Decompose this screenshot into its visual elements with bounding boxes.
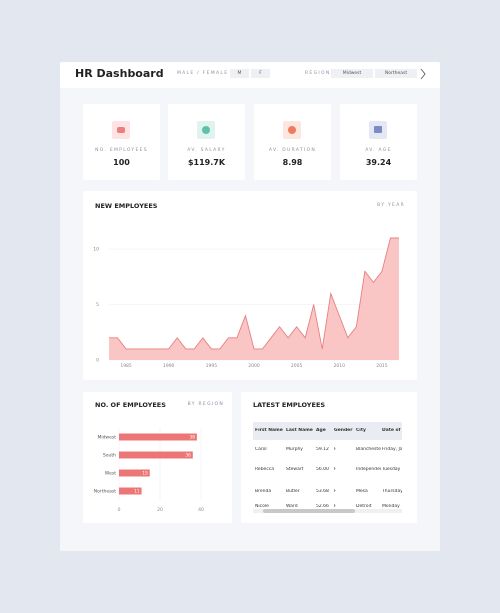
y-tick-label: 5 xyxy=(96,302,99,308)
column-header: Last Name xyxy=(286,428,313,433)
y-tick-label: West xyxy=(105,471,116,477)
title: HR Dashboard xyxy=(75,67,164,80)
table-cell: Friday, Ja xyxy=(382,447,402,452)
gender-button[interactable]: F xyxy=(251,69,270,78)
table-cell: 53.68 xyxy=(316,489,329,494)
x-tick-label: 1985 xyxy=(120,363,132,369)
kpi-label: AV. AGE xyxy=(365,148,392,153)
y-tick-label: 10 xyxy=(93,247,99,253)
next-arrow[interactable] xyxy=(419,68,427,80)
table-title: LATEST EMPLOYEES xyxy=(253,401,326,409)
table-cell: Butler xyxy=(286,489,300,494)
chart-subtitle: BY YEAR xyxy=(377,203,405,208)
table-cell: Monday xyxy=(382,504,400,509)
table-cell: 59.12 xyxy=(316,447,329,452)
kpi-card: NO. EMPLOYEES 100 xyxy=(83,104,160,180)
table-cell: Tuesday xyxy=(382,467,401,472)
column-header: Age xyxy=(316,428,326,433)
kpi-label: NO. EMPLOYEES xyxy=(95,148,148,153)
kpi-value: 39.24 xyxy=(365,158,392,167)
x-tick-label: 40 xyxy=(198,507,204,513)
y-tick-label: Northeast xyxy=(94,489,116,495)
value-label: 15 xyxy=(142,471,148,476)
table-cell: F xyxy=(334,447,337,452)
gender-button[interactable]: M xyxy=(230,69,249,78)
table: First Name Last Name Age Gender City Date of C… xyxy=(253,422,402,510)
x-tick-label: 2010 xyxy=(334,363,346,369)
kpi-card: AV. SALARY $119.7K xyxy=(168,104,245,180)
kpi-card: AV. AGE 39.24 xyxy=(340,104,417,180)
table-cell: Mesa xyxy=(356,489,368,494)
kpi-label: AV. DURATION xyxy=(268,148,317,153)
kpi-value: 100 xyxy=(113,158,130,167)
chart-title: NO. OF EMPLOYEES xyxy=(95,401,166,409)
region-button[interactable]: Northeast xyxy=(375,69,417,78)
x-tick-label: 20 xyxy=(157,507,163,513)
table-cell: Independence xyxy=(356,467,381,472)
area xyxy=(109,238,399,360)
icon xyxy=(369,121,387,139)
table-cell: Detroit xyxy=(356,504,372,509)
x-tick-label: 2005 xyxy=(291,363,303,369)
table-cell: Blanchester xyxy=(356,447,381,452)
table-cell: F xyxy=(334,467,337,472)
bar xyxy=(119,487,142,495)
table-cell: Nicole xyxy=(255,504,269,509)
kpi-value: 8.98 xyxy=(282,158,303,167)
y-tick-label: South xyxy=(103,453,116,459)
chart-subtitle: BY REGION xyxy=(187,402,224,407)
kpi-card: AV. DURATION 8.98 xyxy=(254,104,331,180)
line xyxy=(109,237,399,350)
value-label: 11 xyxy=(134,489,140,494)
table-header-bg xyxy=(253,422,402,440)
table-cell: Thursday xyxy=(382,489,402,494)
table-cell: Carol xyxy=(255,447,267,452)
table-cell: Rebecca xyxy=(255,467,275,472)
column-header: Date of xyxy=(382,428,401,433)
bar xyxy=(119,451,193,459)
icon xyxy=(283,121,301,139)
x-tick-label: 2015 xyxy=(376,363,388,369)
y-tick-label: Midwest xyxy=(97,435,116,441)
column-header: City xyxy=(356,428,366,433)
scrollbar[interactable] xyxy=(253,509,402,513)
x-tick-label: 1990 xyxy=(163,363,175,369)
table-cell: F xyxy=(334,504,337,509)
table-card: LATEST EMPLOYEES First Name Last Name Age G… xyxy=(241,392,417,523)
gender-label: MALE / FEMALE xyxy=(177,71,229,76)
table-cell: Brenda xyxy=(255,489,272,494)
value-label: 36 xyxy=(185,453,191,458)
y-tick-label: 0 xyxy=(96,358,99,364)
x-tick-label: 1995 xyxy=(206,363,218,369)
bar xyxy=(119,469,150,477)
table-cell: 56.00 xyxy=(316,467,329,472)
region-button[interactable]: Midwest xyxy=(331,69,373,78)
table-cell: F xyxy=(334,489,337,494)
icon xyxy=(112,121,130,139)
table-cell: Murphy xyxy=(286,447,303,452)
x-tick-label: 0 xyxy=(118,507,121,513)
x-tick-label: 2000 xyxy=(248,363,260,369)
chart-title: NEW EMPLOYEES xyxy=(95,202,158,210)
region-label: REGION xyxy=(305,71,331,76)
table-cell: 52.66 xyxy=(316,504,329,509)
table-cell: Stewart xyxy=(286,467,304,472)
table-cell: Ward xyxy=(286,504,298,509)
column-header: First Name xyxy=(255,428,283,433)
kpi-value: $119.7K xyxy=(187,158,226,167)
kpi-label: AV. SALARY xyxy=(187,148,226,153)
column-header: Gender xyxy=(334,428,353,433)
bar xyxy=(119,433,197,441)
icon xyxy=(197,121,215,139)
value-label: 38 xyxy=(190,435,196,440)
